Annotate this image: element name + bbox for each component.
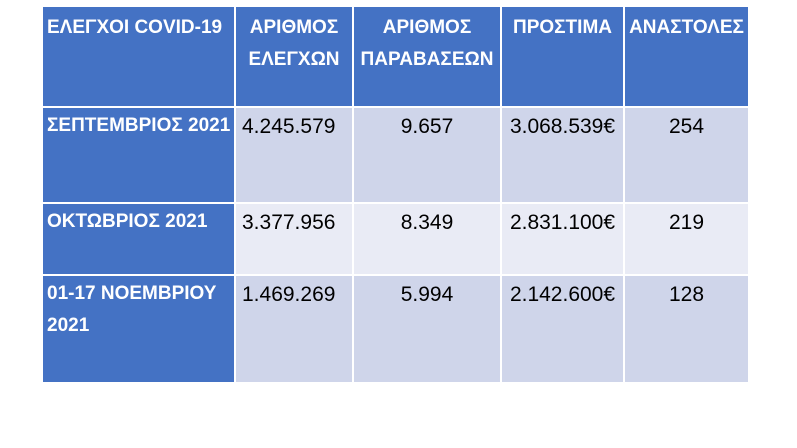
suspensions-cell: 128	[624, 275, 748, 382]
header-row: ΕΛΕΓΧΟΙ COVID-19 ΑΡΙΘΜΟΣ ΕΛΕΓΧΩΝ ΑΡΙΘΜΟΣ…	[43, 7, 748, 108]
row-label: 01-17 ΝΟΕΜΒΡΙΟΥ 2021	[43, 275, 236, 382]
checks-cell: 1.469.269	[235, 275, 354, 382]
fines-cell: 3.068.539€	[501, 107, 625, 204]
table-row: 01-17 ΝΟΕΜΒΡΙΟΥ 2021 1.469.269 5.994 2.1…	[43, 275, 748, 382]
header-fines: ΠΡΟΣΤΙΜΑ	[501, 7, 625, 108]
fines-cell: 2.142.600€	[501, 275, 625, 382]
violations-cell: 5.994	[353, 275, 502, 382]
checks-cell: 3.377.956	[235, 203, 354, 276]
table-row: ΟΚΤΩΒΡΙΟΣ 2021 3.377.956 8.349 2.831.100…	[43, 203, 748, 276]
fines-cell: 2.831.100€	[501, 203, 625, 276]
row-label: ΣΕΠΤΕΜΒΡΙΟΣ 2021	[43, 107, 236, 204]
header-number-of-violations: ΑΡΙΘΜΟΣ ΠΑΡΑΒΑΣΕΩΝ	[353, 7, 502, 108]
table-row: ΣΕΠΤΕΜΒΡΙΟΣ 2021 4.245.579 9.657 3.068.5…	[43, 107, 748, 204]
suspensions-cell: 254	[624, 107, 748, 204]
violations-cell: 8.349	[353, 203, 502, 276]
row-label: ΟΚΤΩΒΡΙΟΣ 2021	[43, 203, 236, 276]
header-covid-checks: ΕΛΕΓΧΟΙ COVID-19	[43, 7, 236, 108]
covid-checks-table: ΕΛΕΓΧΟΙ COVID-19 ΑΡΙΘΜΟΣ ΕΛΕΓΧΩΝ ΑΡΙΘΜΟΣ…	[43, 7, 748, 382]
header-suspensions: ΑΝΑΣΤΟΛΕΣ	[624, 7, 748, 108]
checks-cell: 4.245.579	[235, 107, 354, 204]
header-number-of-checks: ΑΡΙΘΜΟΣ ΕΛΕΓΧΩΝ	[235, 7, 354, 108]
suspensions-cell: 219	[624, 203, 748, 276]
violations-cell: 9.657	[353, 107, 502, 204]
